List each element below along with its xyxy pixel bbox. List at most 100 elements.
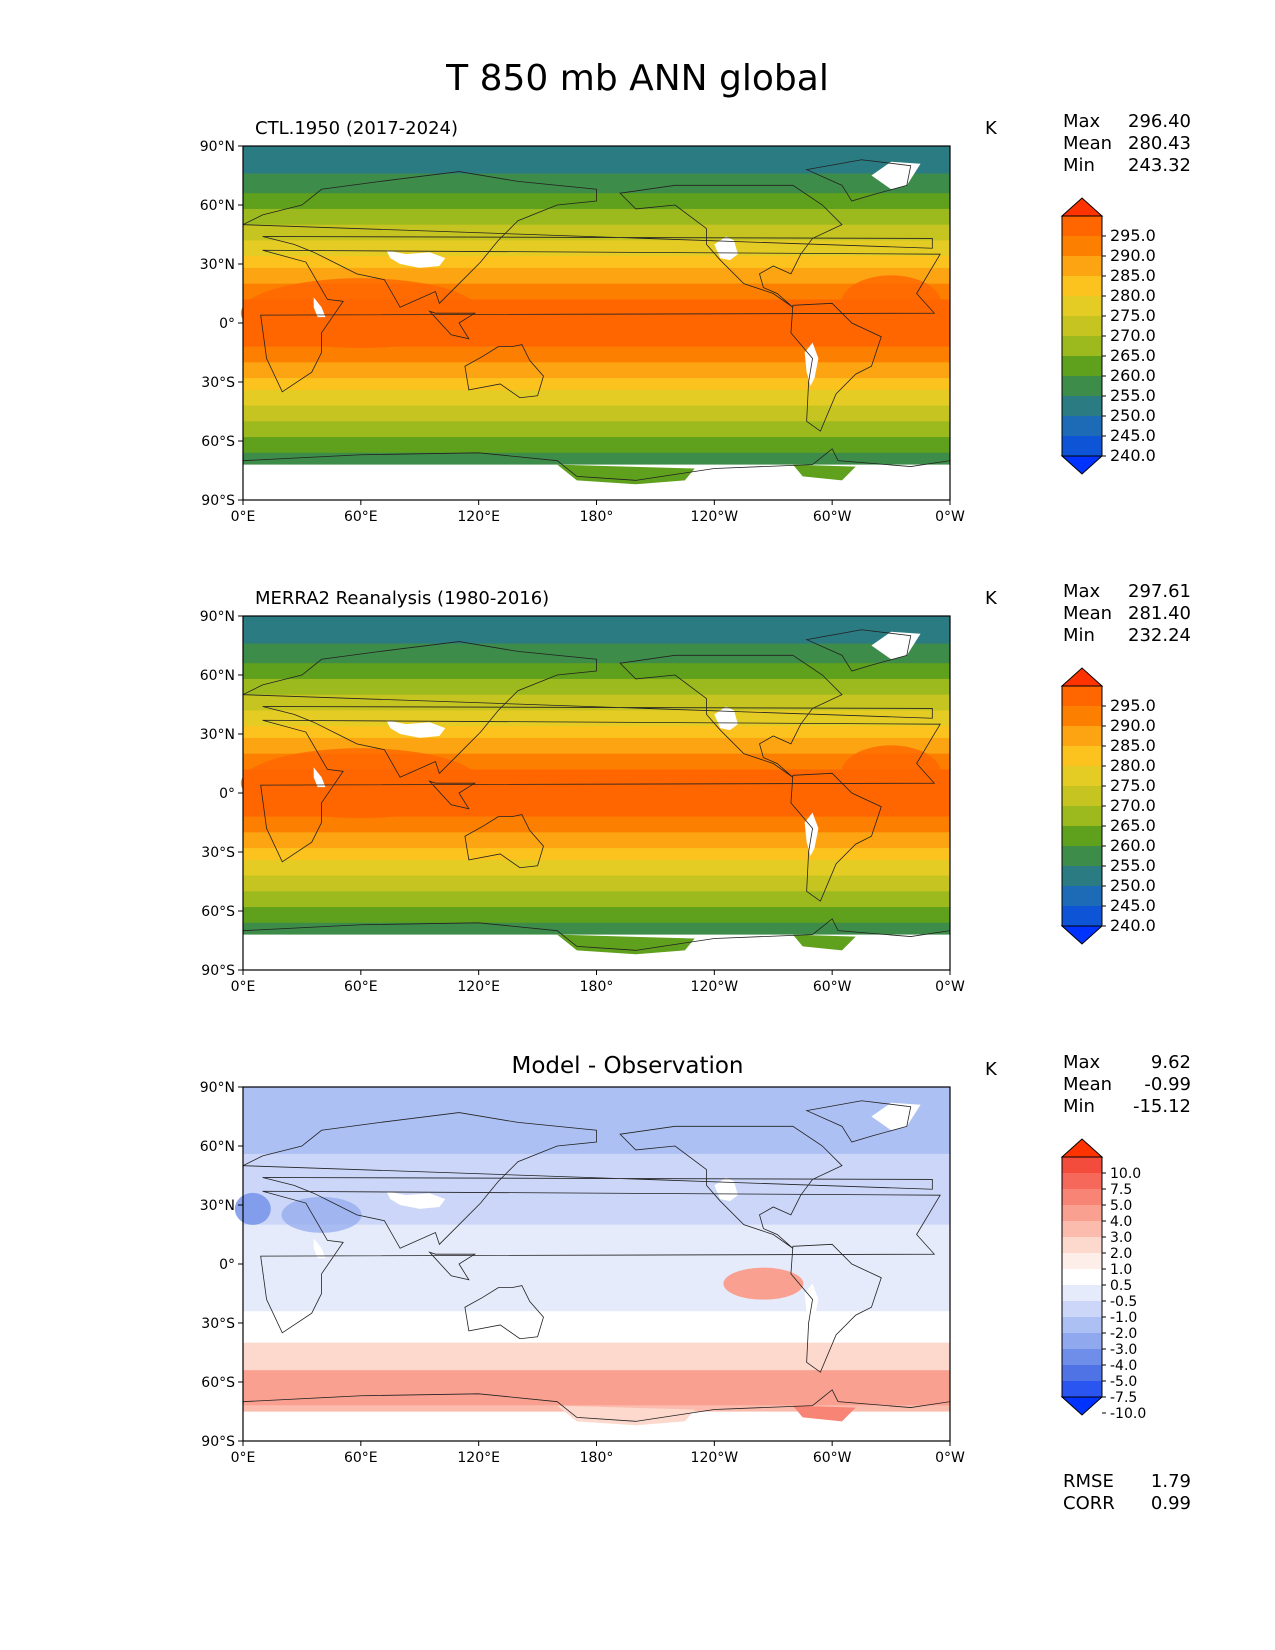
colorbar-tick-label: 250.0: [1110, 876, 1156, 895]
panel-title: CTL.1950 (2017-2024): [255, 118, 459, 139]
colorbar-swatch: [1062, 1317, 1102, 1334]
colorbar-tick-label: 280.0: [1110, 756, 1156, 775]
lon-tick-label: 60°W: [813, 1450, 852, 1466]
stat-min-label: Min: [1063, 625, 1095, 646]
colorbar-tick-label: 295.0: [1110, 226, 1156, 245]
lon-tick-label: 0°W: [935, 1450, 965, 1466]
colorbar-tick-label: 4.0: [1110, 1214, 1132, 1230]
colorbar-tick-label: 0.5: [1110, 1278, 1132, 1294]
colorbar-tick-label: 255.0: [1110, 856, 1156, 875]
colorbar-tick-label: -7.5: [1110, 1390, 1137, 1406]
colorbar-swatch: [1062, 846, 1102, 867]
lat-tick-label: 30°N: [200, 257, 235, 273]
colorbar-tick-label: 240.0: [1110, 446, 1156, 465]
colorbar-swatch: [1062, 1189, 1102, 1206]
colorbar-tick-label: 250.0: [1110, 406, 1156, 425]
stat-min-value: 232.24: [1128, 625, 1191, 646]
lat-tick-label: 30°N: [200, 1198, 235, 1214]
rmse-label: RMSE: [1063, 1471, 1114, 1492]
lat-tick-label: 60°S: [201, 1375, 235, 1391]
colorbar-swatch: [1062, 296, 1102, 317]
colorbar-swatch: [1062, 1365, 1102, 1382]
stat-max-value: 297.61: [1128, 581, 1191, 602]
lon-tick-label: 180°: [580, 979, 614, 995]
lat-tick-label: 90°S: [201, 493, 235, 509]
stat-max-value: 296.40: [1128, 111, 1191, 132]
lon-tick-label: 180°: [580, 509, 614, 525]
colorbar-swatch: [1062, 726, 1102, 747]
colorbar-tick-label: 275.0: [1110, 776, 1156, 795]
colorbar-swatch: [1062, 396, 1102, 417]
colorbar-swatch: [1062, 1301, 1102, 1318]
panel-difference: Model - Observation K Max 9.62 Mean -0.99 …: [0, 1052, 1275, 1529]
lon-tick-label: 60°E: [344, 509, 378, 525]
lon-tick-label: 60°E: [344, 1450, 378, 1466]
colorbar-tick-label: 7.5: [1110, 1182, 1132, 1198]
lon-tick-label: 60°W: [813, 509, 852, 525]
colorbar-swatch: [1062, 1381, 1102, 1398]
stats-box: Max 296.40 Mean 280.43 Min 243.32: [1063, 111, 1191, 177]
colorbar-tick-label: 1.0: [1110, 1262, 1132, 1278]
colorbar-tick-label: 290.0: [1110, 716, 1156, 735]
colorbar-tick-label: -1.0: [1110, 1310, 1137, 1326]
lon-tick-label: 120°E: [457, 509, 500, 525]
lat-tick-label: 0°: [219, 786, 235, 802]
colorbar-swatch: [1062, 416, 1102, 437]
colorbar-swatch: [1062, 356, 1102, 377]
colorbar-swatch: [1062, 746, 1102, 767]
lon-tick-label: 0°W: [935, 509, 965, 525]
panel-merra2: MERRA2 Reanalysis (1980-2016) K Max 297.6…: [0, 581, 1275, 1058]
colorbar-swatch: [1062, 786, 1102, 807]
colorbar-tick-label: 290.0: [1110, 246, 1156, 265]
colorbar-swatch: [1062, 766, 1102, 787]
colorbar-swatch: [1062, 336, 1102, 357]
colorbar-swatch: [1062, 906, 1102, 927]
stat-mean-label: Mean: [1063, 133, 1113, 154]
colorbar-tick-label: 265.0: [1110, 346, 1156, 365]
colorbar-swatch: [1062, 1205, 1102, 1222]
colorbar-swatch: [1062, 1285, 1102, 1302]
colorbar-tick-label: -3.0: [1110, 1342, 1137, 1358]
colorbar-tick-label: 2.0: [1110, 1246, 1132, 1262]
colorbar-swatch: [1062, 216, 1102, 237]
stat-min-value: -15.12: [1132, 1096, 1191, 1117]
colorbar-tick-label: 265.0: [1110, 816, 1156, 835]
difference-map: 90°N 60°N 30°N 0° 30°S 60°S 90°S0°E 60°E 120°E 18…: [200, 1080, 965, 1466]
lon-tick-label: 120°W: [691, 1450, 739, 1466]
colorbar-swatch: [1062, 1333, 1102, 1350]
units-label: K: [985, 588, 997, 609]
colorbar-tick-label: 295.0: [1110, 696, 1156, 715]
stat-max-label: Max: [1063, 1052, 1101, 1073]
panel-title: Model - Observation: [511, 1053, 744, 1079]
stat-max-label: Max: [1063, 111, 1101, 132]
lat-tick-label: 30°S: [201, 1316, 235, 1332]
lat-tick-label: 60°S: [201, 434, 235, 450]
lon-tick-label: 180°: [580, 1450, 614, 1466]
lat-tick-label: 30°S: [201, 375, 235, 391]
lat-tick-label: 60°N: [200, 198, 235, 214]
units-label: K: [985, 1059, 997, 1080]
stat-mean-label: Mean: [1063, 603, 1113, 624]
stats-box: Max 297.61 Mean 281.40 Min 232.24: [1063, 581, 1191, 647]
colorbar-tick-label: 245.0: [1110, 896, 1156, 915]
colorbar-swatch: [1062, 1237, 1102, 1254]
rmse-value: 1.79: [1150, 1471, 1191, 1492]
colorbar-tick-label: 285.0: [1110, 736, 1156, 755]
colorbar-tick-label: 255.0: [1110, 386, 1156, 405]
colorbar-swatch: [1062, 436, 1102, 457]
stat-mean-label: Mean: [1063, 1074, 1113, 1095]
stat-mean-value: 281.40: [1128, 603, 1191, 624]
colorbar-tick-label: -2.0: [1110, 1326, 1137, 1342]
corr-label: CORR: [1063, 1493, 1115, 1514]
lat-tick-label: 90°S: [201, 1434, 235, 1450]
colorbar-tick-label: -5.0: [1110, 1374, 1137, 1390]
stat-min-label: Min: [1063, 155, 1095, 176]
panel-title: MERRA2 Reanalysis (1980-2016): [255, 588, 550, 609]
colorbar-swatch: [1062, 826, 1102, 847]
colorbar-tick-label: 260.0: [1110, 836, 1156, 855]
colorbar-swatch: [1062, 686, 1102, 707]
stat-min-value: 243.32: [1128, 155, 1191, 176]
lon-tick-label: 60°W: [813, 979, 852, 995]
units-label: K: [985, 118, 997, 139]
metrics-box: RMSE 1.79 CORR 0.99: [1063, 1471, 1191, 1515]
